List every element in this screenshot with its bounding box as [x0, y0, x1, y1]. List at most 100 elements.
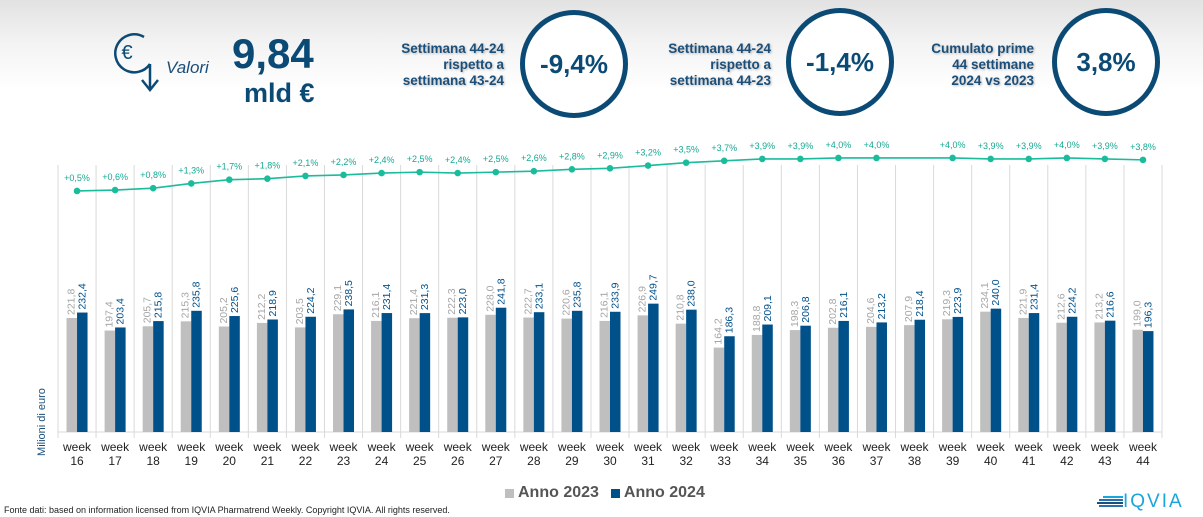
x-tick-label-week: week [1052, 440, 1082, 454]
bar-2023 [1132, 329, 1143, 432]
kpi-circle-week-vs-prev-year: -1,4% [786, 8, 894, 116]
x-tick-label-week: week [1128, 440, 1158, 454]
x-tick-label-week: week [214, 440, 244, 454]
bar-label-2024: 206,8 [800, 296, 812, 322]
bar-2024 [457, 317, 469, 432]
bar-label-2023: 220,6 [560, 289, 572, 315]
x-tick-label-number: 41 [1022, 454, 1036, 468]
growth-label: +4,0% [864, 140, 890, 150]
bar-label-2023: 229,1 [332, 285, 344, 311]
x-tick-label-number: 42 [1060, 454, 1074, 468]
bar-label-2024: 240,0 [990, 279, 1002, 305]
growth-point [264, 175, 271, 183]
growth-label: +3,7% [711, 143, 737, 153]
growth-label: +3,8% [1130, 142, 1156, 152]
x-tick-label-week: week [709, 440, 739, 454]
bar-2023 [827, 327, 839, 432]
growth-point [644, 162, 652, 169]
bar-label-2024: 241,8 [495, 278, 507, 304]
bar-label-2023: 198,3 [789, 301, 801, 327]
bar-label-2024: 235,8 [191, 281, 203, 307]
growth-label: +3,5% [673, 145, 699, 155]
legend-label: Anno 2023 [518, 484, 599, 501]
growth-point [720, 157, 728, 165]
bar-label-2023: 203,5 [294, 298, 306, 324]
bar-2024 [724, 336, 735, 432]
growth-point [111, 186, 119, 194]
growth-label: +0,8% [140, 170, 166, 180]
growth-point [73, 187, 81, 195]
bar-label-2024: 223,9 [952, 287, 964, 313]
legend-item-2023: Anno 2023 [505, 484, 599, 502]
x-tick-label-number: 34 [756, 454, 770, 468]
x-tick-label-number: 22 [299, 454, 313, 468]
bar-2024 [648, 303, 659, 432]
kpi-label-line: rispetto a [443, 57, 504, 72]
bar-2024 [952, 316, 964, 432]
bar-label-2024: 218,9 [267, 290, 279, 316]
x-tick-label-number: 40 [984, 454, 998, 468]
growth-label: +3,9% [1092, 141, 1118, 151]
growth-point [568, 165, 576, 173]
bar-2023 [180, 321, 192, 432]
growth-point [949, 154, 956, 162]
x-tick-label-number: 36 [832, 454, 846, 468]
x-tick-label-number: 21 [261, 454, 275, 468]
x-tick-label-number: 16 [70, 454, 84, 468]
growth-label: +3,2% [635, 148, 661, 158]
bar-label-2024: 233,1 [533, 283, 545, 309]
bar-2024 [495, 307, 507, 432]
bar-label-2024: 231,4 [381, 284, 393, 310]
bar-label-2023: 216,1 [599, 291, 611, 317]
x-tick-label-number: 23 [337, 454, 351, 468]
bar-2024 [229, 316, 240, 432]
bar-2024 [914, 319, 926, 432]
bar-2023 [142, 326, 154, 432]
bar-2023 [789, 330, 801, 432]
kpi-label-line: 44 settimane [952, 57, 1034, 72]
bar-label-2023: 210,8 [675, 294, 687, 320]
bar-2023 [409, 318, 420, 432]
kpi-circle-cumulative: 3,8% [1052, 8, 1160, 116]
x-tick-label-number: 26 [451, 454, 465, 468]
growth-label: +2,4% [369, 155, 395, 165]
growth-label: +3,9% [978, 141, 1004, 151]
x-tick-label-week: week [938, 440, 968, 454]
growth-point [492, 168, 500, 176]
growth-point [454, 169, 462, 177]
y-axis-label: Milioni di euro [36, 388, 48, 456]
bar-label-2023: 212,6 [1055, 293, 1067, 319]
x-tick-label-number: 37 [870, 454, 884, 468]
x-tick-label-week: week [671, 440, 701, 454]
x-tick-label-week: week [1014, 440, 1044, 454]
growth-label: +2,8% [559, 151, 585, 161]
bar-label-2024: 249,7 [648, 274, 660, 300]
bar-2024 [610, 311, 621, 432]
x-tick-label-week: week [861, 440, 891, 454]
kpi-label-week-vs-prev-week: Settimana 44-24 rispetto a settimana 43-… [384, 41, 504, 89]
bar-label-2023: 205,7 [142, 297, 154, 323]
bar-2023 [675, 323, 687, 432]
bar-label-2023: 199,0 [1131, 300, 1143, 326]
growth-label: +2,5% [407, 154, 433, 164]
bar-label-2023: 234,1 [979, 282, 991, 308]
x-tick-label-week: week [481, 440, 511, 454]
bar-label-2023: 226,9 [637, 286, 649, 312]
x-tick-label-week: week [138, 440, 168, 454]
bar-2024 [419, 313, 431, 432]
x-tick-label-number: 44 [1136, 454, 1150, 468]
bar-label-2023: 219,3 [941, 290, 953, 316]
bar-label-2024: 216,6 [1104, 291, 1116, 317]
kpi-label-line: settimana 44-23 [669, 73, 771, 88]
growth-point [797, 155, 804, 163]
bar-2024 [533, 312, 545, 432]
x-tick-label-week: week [367, 440, 397, 454]
bar-label-2023: 188,8 [751, 306, 763, 332]
x-tick-label-week: week [557, 440, 587, 454]
growth-point [378, 169, 385, 177]
kpi-label-line: settimana 43-24 [402, 73, 504, 88]
x-tick-label-number: 17 [108, 454, 122, 468]
bar-2023 [980, 311, 991, 432]
x-tick-label-week: week [1090, 440, 1120, 454]
growth-label: +3,9% [749, 141, 775, 151]
